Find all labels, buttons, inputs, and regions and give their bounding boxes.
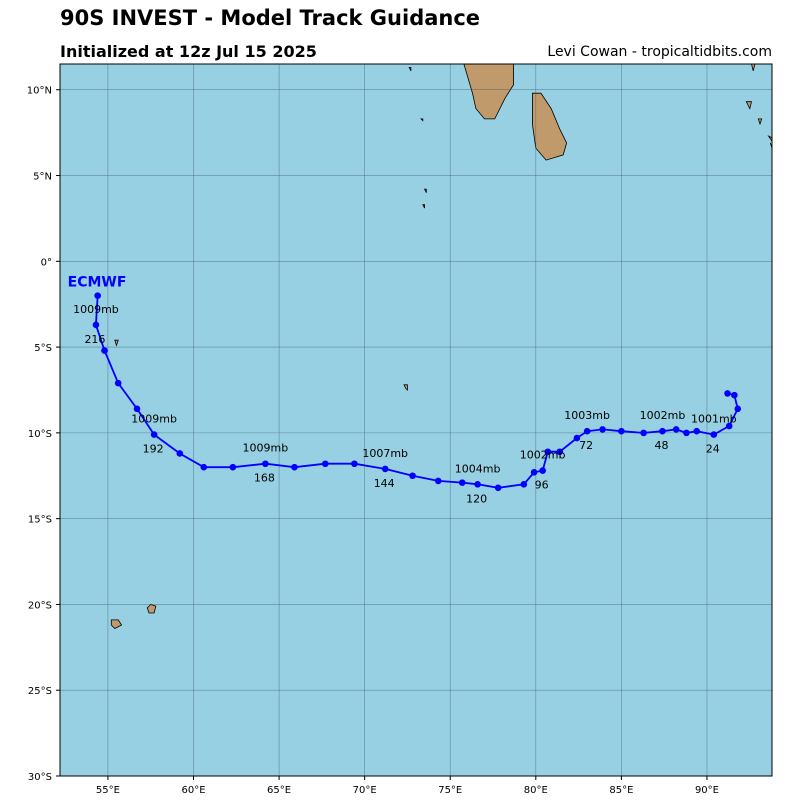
track-point <box>672 426 680 433</box>
forecast-hour-label: 72 <box>579 439 593 452</box>
track-point <box>693 427 700 435</box>
landmass-andaman-1 <box>751 64 756 71</box>
track-point <box>618 427 625 435</box>
map-frame <box>59 63 773 777</box>
pressure-label: 1009mb <box>73 303 119 316</box>
landmass-nicobar-2 <box>767 135 772 142</box>
lon-tick-label: 80°E <box>524 785 548 796</box>
track-point <box>150 431 158 438</box>
landmass-chagos <box>403 384 408 391</box>
track-point <box>530 469 538 476</box>
lon-tick-label: 75°E <box>438 785 462 796</box>
ocean-background <box>60 64 772 776</box>
track-point <box>291 463 298 471</box>
lon-tick-label: 90°E <box>695 785 719 796</box>
track-point <box>94 292 101 299</box>
track-point <box>200 463 208 471</box>
track-point <box>409 472 416 480</box>
track-point <box>176 450 184 457</box>
track-point <box>229 463 237 471</box>
landmass-india <box>463 64 514 120</box>
map-title: 90S INVEST - Model Track Guidance <box>60 6 481 30</box>
pressure-label: 1007mb <box>362 447 408 460</box>
track-point <box>92 321 100 329</box>
track-point <box>494 484 502 492</box>
forecast-hour-label: 48 <box>654 439 668 452</box>
landmass-maldives-1 <box>408 67 412 72</box>
landmass-andaman-2 <box>745 101 753 110</box>
forecast-hour-label: 24 <box>706 443 720 456</box>
lat-tick-label: 20°S <box>28 600 52 611</box>
lon-tick-label: 65°E <box>267 785 291 796</box>
lat-tick-label: 10°N <box>27 86 52 97</box>
landmass-sri-lanka <box>532 92 568 161</box>
track-point <box>434 477 442 485</box>
track-point <box>544 448 552 456</box>
pressure-label: 1002mb <box>640 409 686 422</box>
lat-tick-label: 10°S <box>28 429 52 440</box>
forecast-hour-label: 96 <box>535 479 549 492</box>
lat-tick-label: 0° <box>41 257 52 268</box>
landmass-reunion <box>110 619 123 629</box>
lat-tick-label: 30°S <box>28 772 52 783</box>
pressure-label: 1003mb <box>564 409 610 422</box>
track-point <box>734 405 742 413</box>
lon-tick-label: 60°E <box>181 785 205 796</box>
track-point <box>710 431 718 438</box>
lat-tick-label: 25°S <box>28 686 52 697</box>
pressure-label: 1004mb <box>455 462 501 475</box>
pressure-label: 1009mb <box>243 442 289 455</box>
track-point <box>520 481 528 488</box>
lon-tick-label: 55°E <box>96 785 120 796</box>
pressure-label: 1001mb <box>691 413 737 426</box>
pressure-label: 1002mb <box>520 449 566 462</box>
track-point <box>724 390 731 397</box>
track-point <box>114 379 122 387</box>
track-point <box>640 429 647 437</box>
landmass-nicobar-1 <box>757 118 763 126</box>
forecast-hour-label: 192 <box>143 443 164 456</box>
forecast-hour-label: 168 <box>254 472 275 485</box>
track-point <box>381 465 389 473</box>
track-point <box>683 429 690 437</box>
forecast-hour-label: 144 <box>374 477 395 490</box>
track-point <box>321 460 329 468</box>
track-point <box>133 405 141 413</box>
lat-tick-label: 15°S <box>28 515 52 526</box>
landmass-maldives-2 <box>420 118 424 122</box>
track-point <box>731 391 738 399</box>
lon-tick-label: 85°E <box>609 785 633 796</box>
landmass-mauritius <box>146 603 157 614</box>
track-point <box>583 427 591 435</box>
landmass-maldives-3 <box>423 188 427 193</box>
track-point <box>101 347 108 354</box>
model-label-ecmwf: ECMWF <box>68 275 127 291</box>
map-subtitle: Initialized at 12z Jul 15 2025 <box>60 42 317 61</box>
landmass-seychelles-atoll <box>114 339 119 347</box>
pressure-label: 1009mb <box>131 413 177 426</box>
landmass-maldives-4 <box>422 204 426 209</box>
track-point <box>351 460 358 468</box>
forecast-hour-label: 216 <box>84 333 105 346</box>
map-credit: Levi Cowan - tropicaltidbits.com <box>547 44 772 60</box>
track-point <box>725 422 733 430</box>
track-point <box>262 460 269 468</box>
track-point <box>573 434 581 442</box>
track-point <box>539 467 546 474</box>
track-point <box>458 479 466 486</box>
track-point <box>659 427 666 435</box>
lat-tick-label: 5°N <box>33 172 52 183</box>
track-point <box>556 448 564 456</box>
track-point <box>474 481 481 488</box>
lat-tick-label: 5°S <box>34 343 52 354</box>
lon-tick-label: 70°E <box>353 785 377 796</box>
track-point <box>599 426 606 433</box>
forecast-hour-label: 120 <box>466 492 487 505</box>
